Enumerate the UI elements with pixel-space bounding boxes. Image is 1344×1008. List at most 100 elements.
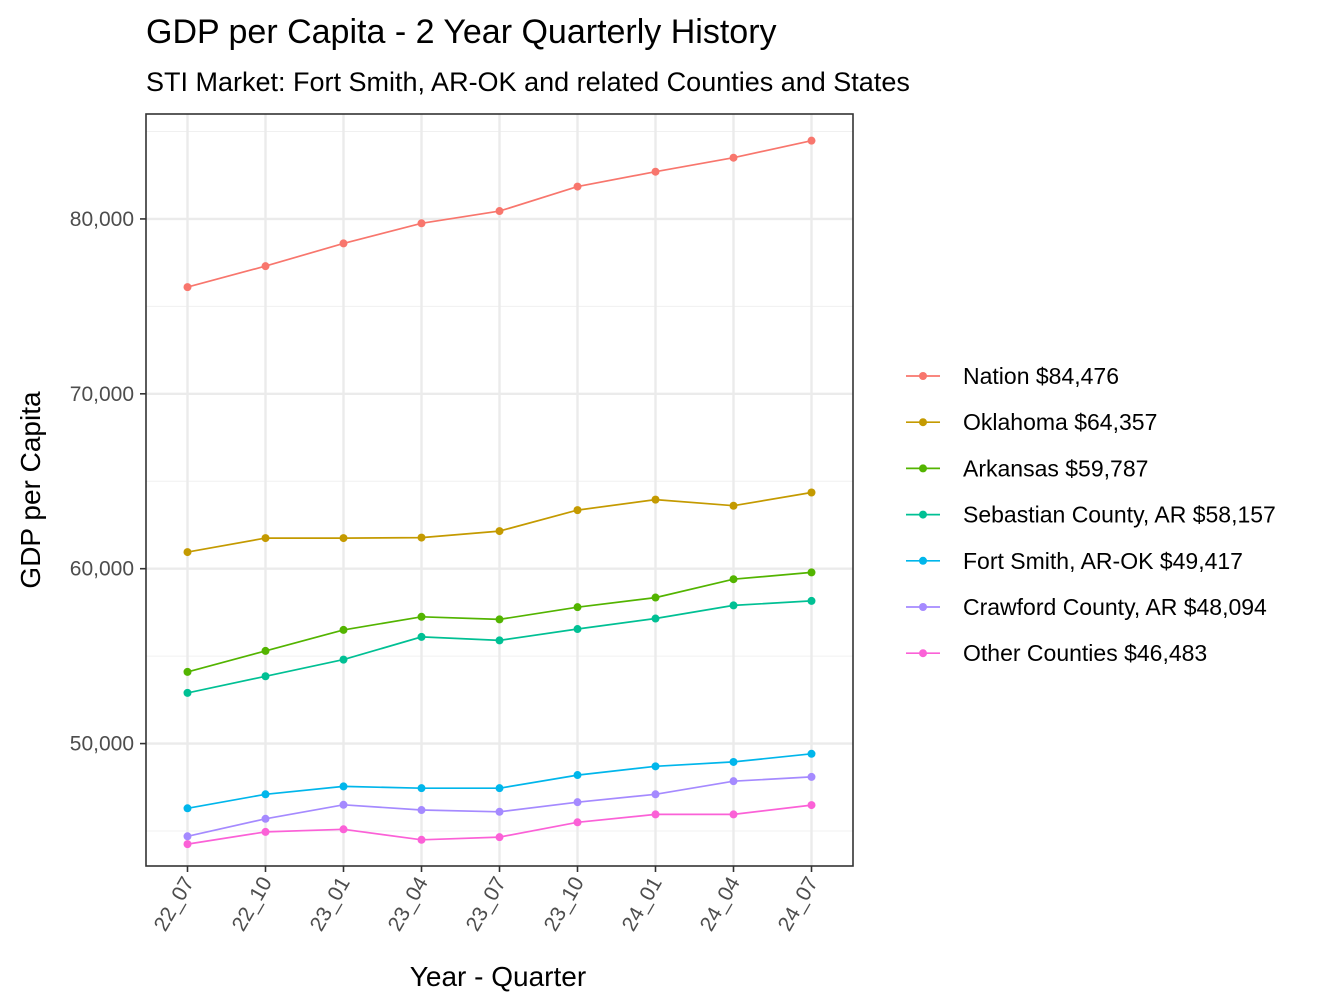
series-group bbox=[183, 568, 816, 676]
legend-key-point bbox=[919, 556, 927, 565]
data-point bbox=[573, 182, 582, 191]
data-point bbox=[729, 810, 738, 819]
data-point bbox=[807, 801, 816, 810]
data-point bbox=[651, 495, 660, 504]
data-point bbox=[729, 757, 738, 766]
data-point bbox=[339, 825, 348, 834]
data-point bbox=[651, 593, 660, 602]
x-axis-title: Year - Quarter bbox=[410, 961, 586, 992]
data-point bbox=[807, 749, 816, 758]
data-point bbox=[261, 672, 270, 681]
legend: Nation $84,476 Oklahoma $64,357 Arkansas $… bbox=[906, 363, 1276, 666]
x-tick-label: 23_04 bbox=[384, 873, 433, 935]
legend-label: Arkansas $59,787 bbox=[963, 455, 1148, 481]
data-point bbox=[339, 239, 348, 248]
data-point bbox=[651, 167, 660, 176]
data-point bbox=[261, 646, 270, 655]
chart-title: GDP per Capita - 2 Year Quarterly Histor… bbox=[146, 13, 777, 51]
data-point bbox=[183, 667, 192, 676]
y-tick-label: 80,000 bbox=[70, 208, 134, 231]
legend-label: Crawford County, AR $48,094 bbox=[963, 594, 1267, 620]
data-point bbox=[495, 207, 504, 216]
legend-item: Crawford County, AR $48,094 bbox=[906, 594, 1267, 620]
y-tick-label: 70,000 bbox=[70, 383, 134, 406]
x-tick-label: 24_01 bbox=[618, 873, 667, 935]
legend-label: Nation $84,476 bbox=[963, 363, 1119, 389]
series-group bbox=[183, 488, 816, 557]
data-point bbox=[261, 262, 270, 271]
legend-item: Arkansas $59,787 bbox=[906, 455, 1148, 481]
data-point bbox=[807, 568, 816, 577]
data-point bbox=[573, 771, 582, 780]
legend-label: Fort Smith, AR-OK $49,417 bbox=[963, 548, 1243, 574]
data-point bbox=[651, 762, 660, 771]
data-point bbox=[417, 632, 426, 641]
x-axis: 22_07 22_10 23_01 23_04 23_07 23_10 24_01 24_04… bbox=[150, 866, 823, 935]
gridlines bbox=[146, 114, 853, 866]
series-group bbox=[183, 136, 816, 292]
series-group bbox=[183, 801, 816, 849]
x-tick-label: 23_10 bbox=[540, 873, 589, 935]
x-tick-label: 24_04 bbox=[696, 873, 745, 935]
data-point bbox=[729, 501, 738, 510]
data-point bbox=[573, 798, 582, 807]
legend-key-point bbox=[919, 603, 927, 611]
data-point bbox=[339, 782, 348, 791]
data-point bbox=[183, 804, 192, 813]
legend-key-point bbox=[919, 510, 927, 519]
data-point bbox=[807, 136, 816, 145]
data-point bbox=[417, 806, 426, 815]
chart-subtitle: STI Market: Fort Smith, AR-OK and relate… bbox=[146, 67, 910, 97]
data-point bbox=[417, 784, 426, 793]
data-point bbox=[573, 818, 582, 827]
data-point bbox=[729, 153, 738, 162]
legend-item: Nation $84,476 bbox=[906, 363, 1119, 389]
x-tick-label: 24_07 bbox=[774, 873, 823, 935]
data-point bbox=[339, 800, 348, 809]
data-point bbox=[495, 833, 504, 842]
data-point bbox=[261, 814, 270, 823]
y-axis: 50,000 60,000 70,000 80,000 bbox=[70, 208, 146, 756]
series-group bbox=[183, 772, 816, 841]
data-point bbox=[183, 832, 192, 841]
data-point bbox=[651, 614, 660, 623]
data-point bbox=[183, 840, 192, 849]
data-point bbox=[417, 219, 426, 228]
data-point bbox=[807, 772, 816, 781]
series-layer bbox=[183, 136, 816, 849]
data-point bbox=[573, 603, 582, 612]
legend-label: Sebastian County, AR $58,157 bbox=[963, 502, 1276, 528]
data-point bbox=[495, 636, 504, 645]
x-tick-label: 23_07 bbox=[462, 873, 511, 935]
legend-key-point bbox=[919, 649, 927, 658]
series-group bbox=[183, 596, 816, 697]
legend-item: Fort Smith, AR-OK $49,417 bbox=[906, 548, 1243, 574]
y-tick-label: 60,000 bbox=[70, 558, 134, 581]
series-group bbox=[183, 749, 816, 813]
data-point bbox=[261, 790, 270, 799]
legend-item: Sebastian County, AR $58,157 bbox=[906, 502, 1276, 528]
x-tick-label: 22_07 bbox=[150, 873, 199, 935]
legend-item: Other Counties $46,483 bbox=[906, 640, 1207, 666]
data-point bbox=[495, 527, 504, 536]
legend-key-point bbox=[919, 418, 927, 427]
data-point bbox=[807, 488, 816, 497]
data-point bbox=[573, 506, 582, 515]
data-point bbox=[339, 534, 348, 543]
data-point bbox=[183, 283, 192, 292]
x-tick-label: 23_01 bbox=[306, 873, 355, 935]
legend-label: Oklahoma $64,357 bbox=[963, 409, 1157, 435]
legend-label: Other Counties $46,483 bbox=[963, 640, 1207, 666]
data-point bbox=[261, 534, 270, 543]
data-point bbox=[495, 615, 504, 624]
legend-key-point bbox=[919, 372, 927, 380]
y-axis-title: GDP per Capita bbox=[15, 391, 46, 589]
data-point bbox=[573, 625, 582, 634]
legend-key-point bbox=[919, 464, 927, 473]
data-point bbox=[417, 835, 426, 844]
data-point bbox=[651, 810, 660, 819]
data-point bbox=[495, 807, 504, 816]
data-point bbox=[651, 790, 660, 799]
data-point bbox=[729, 777, 738, 786]
